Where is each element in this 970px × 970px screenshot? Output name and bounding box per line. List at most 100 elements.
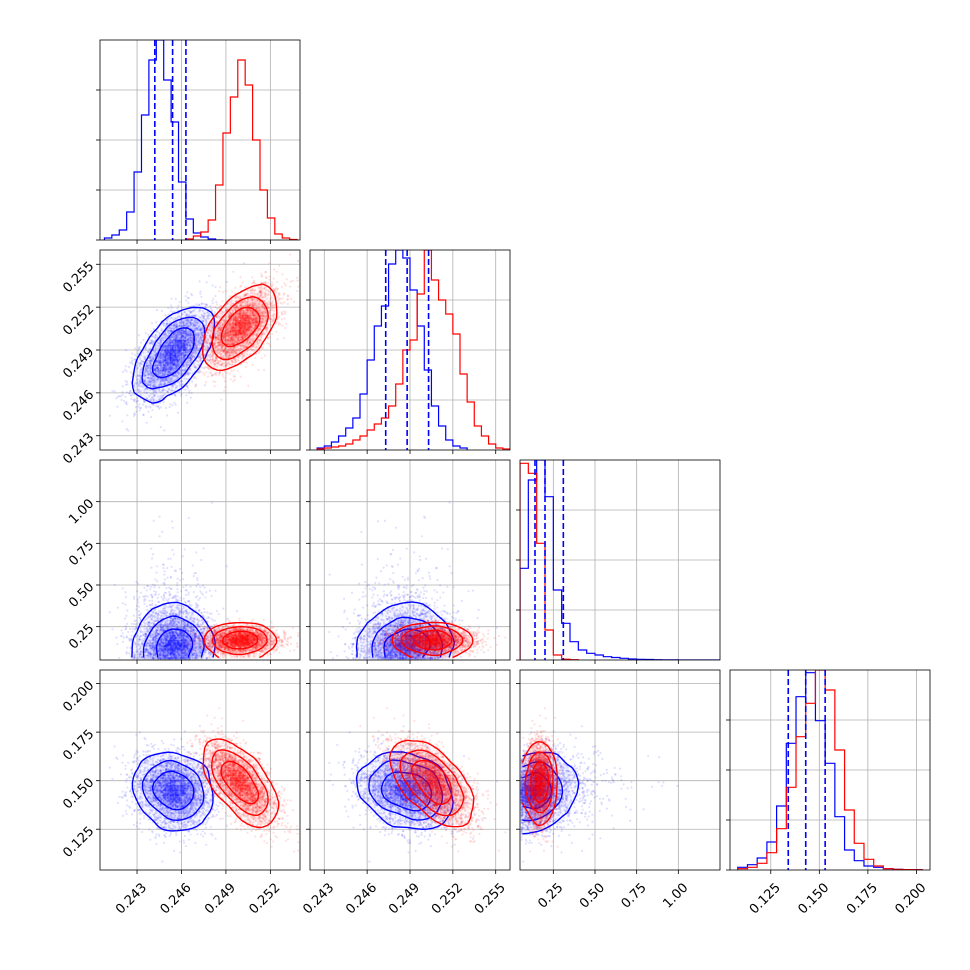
scatter-point (144, 371, 147, 374)
scatter-point (210, 307, 213, 310)
histogram-group (103, 40, 298, 240)
scatter-point (167, 357, 170, 360)
scatter-point (200, 338, 204, 341)
scatter-point (275, 291, 278, 294)
scatter-point (251, 363, 254, 366)
scatter-point (193, 320, 196, 323)
panel-frame (519, 459, 721, 661)
scatter-point (206, 331, 210, 334)
scatter-point (197, 360, 200, 363)
scatter-point (155, 359, 158, 362)
scatter-point (188, 344, 191, 347)
scatter-point (189, 396, 192, 399)
scatter-point (142, 338, 145, 342)
scatter-point (159, 339, 163, 342)
scatter-point (144, 367, 147, 370)
density-cell (135, 380, 140, 385)
scatter-point (158, 362, 161, 365)
scatter-point (171, 335, 174, 339)
scatter-point (113, 390, 116, 393)
scatter-point (162, 367, 166, 370)
scatter-point (173, 332, 176, 335)
scatter-point (296, 276, 299, 279)
density-cell (205, 315, 210, 320)
scatter-point (165, 351, 168, 354)
scatter-point (160, 353, 163, 356)
scatter-point (159, 363, 162, 366)
scatter-point (157, 405, 160, 408)
scatter-point (182, 323, 185, 326)
density-cell (165, 350, 171, 356)
scatter-point (158, 370, 161, 373)
scatter-point (138, 361, 141, 364)
scatter-point (168, 380, 171, 384)
scatter-point (129, 390, 132, 393)
scatter-point (160, 309, 164, 313)
scatter-point (260, 357, 263, 360)
scatter-point (187, 337, 191, 340)
scatter-point (133, 358, 136, 361)
scatter-point (187, 387, 190, 390)
scatter-point (206, 310, 209, 314)
scatter-point (108, 414, 111, 417)
scatter-point (174, 345, 177, 348)
scatter-point (169, 360, 172, 363)
scatter-point (204, 306, 207, 309)
scatter-point (148, 388, 151, 391)
scatter-point (169, 403, 172, 406)
scatter-point (132, 385, 136, 388)
scatter-point (149, 341, 152, 344)
scatter-point (168, 406, 171, 409)
scatter-point (186, 367, 189, 370)
scatter-point (215, 303, 219, 306)
scatter-point (215, 300, 218, 303)
scatter-point (145, 421, 148, 424)
scatter-point (191, 327, 194, 330)
scatter-point (187, 372, 190, 376)
scatter-point (195, 303, 198, 306)
scatter-point (170, 380, 173, 384)
density-cell (175, 340, 181, 346)
scatter-point (174, 297, 177, 301)
scatter-point (181, 321, 185, 324)
scatter-point (192, 322, 195, 325)
scatter-point (175, 353, 178, 356)
histogram-red-1 (316, 250, 510, 450)
scatter-point (155, 353, 158, 356)
scatter-point (188, 391, 191, 394)
density-cell (145, 375, 151, 381)
density-cell (135, 385, 140, 390)
scatter-point (182, 338, 185, 341)
scatter-point (173, 367, 176, 370)
scatter-point (213, 311, 217, 314)
scatter-point (162, 374, 165, 377)
scatter-point (165, 354, 168, 357)
scatter-point (148, 395, 151, 398)
scatter-point (183, 345, 186, 348)
scatter-point (178, 358, 181, 361)
scatter-point (275, 270, 278, 273)
scatter-point (162, 358, 165, 361)
scatter-point (142, 360, 145, 363)
scatter-point (138, 375, 142, 378)
scatter-point (184, 330, 188, 333)
scatter-point (160, 391, 163, 394)
scatter-point (171, 346, 174, 349)
scatter-point (163, 382, 166, 385)
scatter-point (146, 350, 149, 354)
scatter-point (189, 340, 192, 343)
scatter-point (172, 358, 175, 361)
scatter-point (182, 364, 186, 367)
scatter-point (164, 359, 167, 362)
scatter-point (166, 354, 169, 357)
scatter-point (187, 321, 190, 324)
scatter-point (163, 324, 166, 327)
scatter-point (210, 310, 213, 313)
scatter-point (167, 307, 170, 310)
scatter-point (187, 324, 190, 327)
scatter-point (195, 327, 198, 330)
scatter-point (168, 352, 171, 355)
scatter-point (204, 318, 207, 321)
scatter-point (128, 392, 131, 395)
scatter-point (224, 290, 227, 293)
